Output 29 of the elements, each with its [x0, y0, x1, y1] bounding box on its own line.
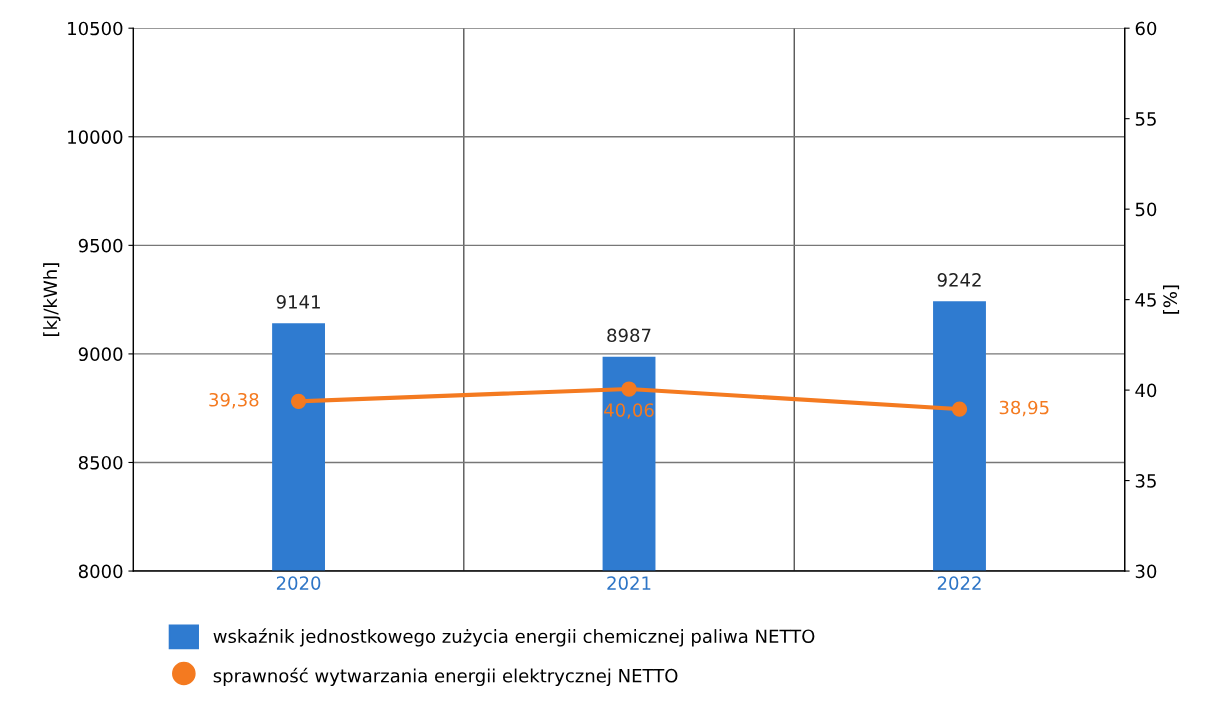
- data-label: 38,95: [999, 400, 1049, 417]
- data-label: 8987: [607, 328, 651, 343]
- y-tick-label: 8000: [78, 564, 123, 579]
- y-tick-label: 10000: [68, 130, 123, 144]
- legend-label: sprawność wytwarzania energii elektrycznej NETTO: [213, 667, 678, 687]
- y-axis-title: [kJ/kWh]: [43, 263, 61, 336]
- x-tick-label: 2021: [607, 576, 651, 590]
- y2-tick-label: 45: [1135, 293, 1156, 307]
- data-label: 39,38: [209, 392, 259, 409]
- y-tick-label: 10500: [68, 21, 123, 36]
- y-tick-label: 8500: [78, 455, 123, 470]
- y2-tick-label: 30: [1135, 564, 1157, 579]
- data-label: 40,06: [604, 403, 654, 419]
- point: [621, 381, 637, 397]
- legend-label: wskaźnik jednostkowego zużycia energii chemicznej paliwa NETTO: [213, 628, 815, 647]
- y-tick-label: 9000: [78, 347, 123, 362]
- point: [951, 401, 968, 417]
- data-label: 9242: [937, 273, 981, 287]
- data-label: 9141: [276, 295, 320, 309]
- x-tick-label: 2020: [276, 576, 321, 590]
- y2-tick-label: 50: [1135, 202, 1157, 217]
- y2-tick-label: 35: [1135, 474, 1156, 488]
- y2-axis-title: [%]: [1162, 285, 1180, 314]
- y2-tick-label: 40: [1135, 383, 1157, 398]
- y2-tick-label: 55: [1135, 112, 1156, 126]
- y2-tick-label: 60: [1135, 21, 1157, 36]
- point: [290, 393, 307, 409]
- y-tick-label: 9500: [78, 238, 123, 253]
- x-tick-label: 2022: [937, 576, 981, 590]
